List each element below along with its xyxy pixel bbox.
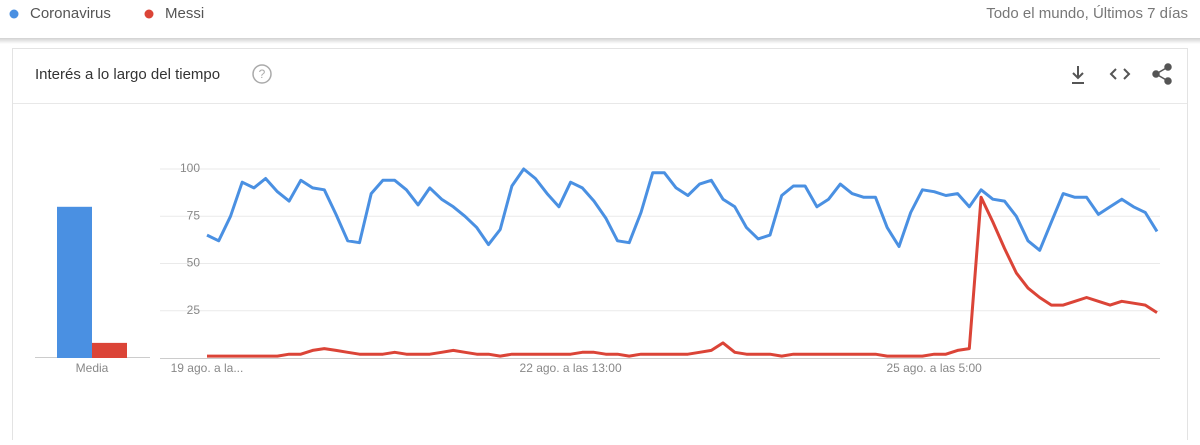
legend-label[interactable]: Messi [165,5,204,22]
top-bar-shadow [0,38,1200,44]
top-bar [0,0,1200,38]
legend-label[interactable]: Coronavirus [30,5,111,22]
x-tick-label: Media [76,361,109,375]
bar [92,342,127,358]
help-icon[interactable]: ? [252,64,272,84]
x-tick-label: 25 ago. a las 5:00 [886,361,982,375]
filters[interactable]: Todo el mundo, Últimos 7 días [986,5,1188,22]
legend-swatch [144,9,154,19]
card [12,48,1188,445]
y-tick-label: 100 [180,161,200,175]
embed-icon[interactable] [1109,68,1131,80]
x-tick-label: 22 ago. a las 13:00 [520,361,622,375]
plot: 25 50 75 100 19 ago. a la... 22 ago. a las 13… [35,161,1160,375]
y-tick-label: 25 [187,303,201,317]
share-icon[interactable] [1152,63,1172,85]
x-tick-label: 19 ago. a la... [171,361,244,375]
y-tick-label: 75 [187,208,201,222]
series-line [207,195,1158,358]
bar [57,206,92,358]
y-tick-label: 50 [187,256,201,270]
panel-title: Interés a lo largo del tiempo [35,66,220,83]
series-line [206,167,1159,252]
download-icon[interactable] [1072,66,1084,84]
svg-text:?: ? [259,67,266,81]
legend-swatch [9,9,19,19]
